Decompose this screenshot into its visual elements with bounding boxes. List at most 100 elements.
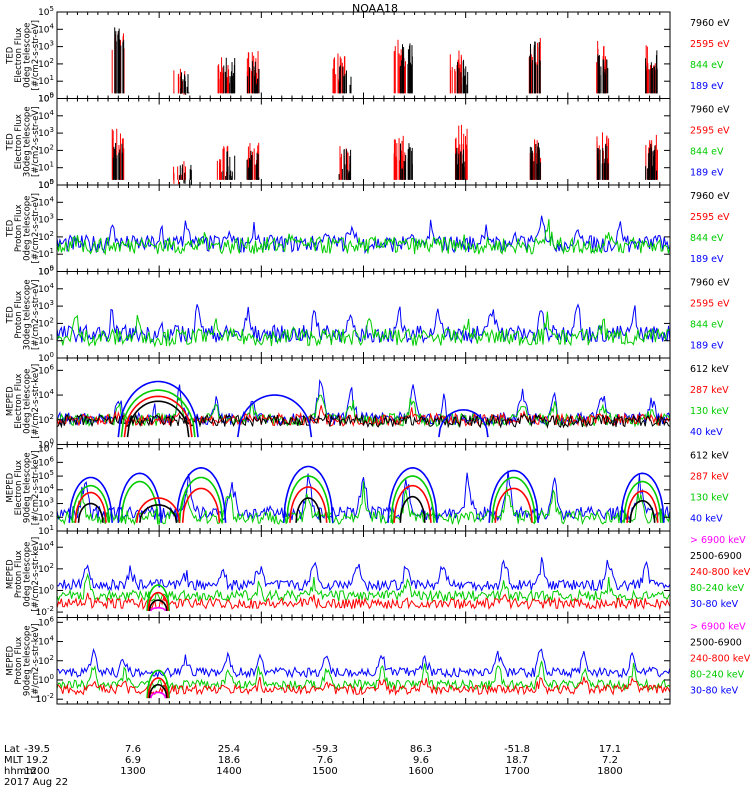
y-axis-label: MEPED bbox=[6, 645, 16, 675]
y-tick-label: 105 bbox=[38, 178, 54, 191]
belt-arch bbox=[117, 472, 162, 523]
y-tick-label: 100 bbox=[38, 178, 54, 191]
belt-arch bbox=[71, 484, 110, 523]
y-axis-label: 0deg telescope bbox=[23, 369, 33, 434]
series-line bbox=[57, 470, 670, 522]
y-tick-label: 100 bbox=[38, 673, 54, 686]
y-axis-label: 0deg telescope bbox=[23, 23, 33, 88]
belt-arch bbox=[146, 669, 170, 699]
series-line bbox=[57, 676, 670, 696]
y-tick-label: 101 bbox=[38, 247, 54, 260]
y-tick-label: 102 bbox=[38, 143, 54, 156]
belt-arch bbox=[74, 491, 107, 523]
y-tick-label: 104 bbox=[38, 483, 54, 496]
belt-arch bbox=[286, 475, 331, 523]
y-tick-label: 100 bbox=[38, 438, 54, 451]
y-axis-label: 30deg telescope bbox=[23, 106, 33, 177]
y-axis-label: [#/cm2-s-str-eV] bbox=[31, 20, 41, 90]
y-axis-label: Proton Flux bbox=[14, 204, 24, 252]
y-axis-label: 0deg telescope bbox=[23, 196, 33, 261]
hhmm-value: 1200 bbox=[24, 766, 50, 777]
y-axis-label: 30deg telescope bbox=[23, 279, 33, 350]
mlt-value: 7.6 bbox=[317, 755, 333, 766]
legend-entry: 2595 eV bbox=[690, 126, 730, 137]
y-tick-label: 105 bbox=[38, 5, 54, 18]
y-tick-label: 106 bbox=[38, 615, 54, 628]
lat-value: 86.3 bbox=[409, 744, 433, 755]
y-tick-label: 101 bbox=[38, 74, 54, 87]
series-line bbox=[57, 557, 670, 593]
y-tick-label: 102 bbox=[38, 230, 54, 243]
y-axis-label: MEPED bbox=[6, 472, 16, 502]
time-axis-footer: Lat -39.5 7.6 25.4 -59.3 86.3 -51.8 17.1… bbox=[4, 744, 750, 800]
legend-entry: 130 keV bbox=[690, 406, 729, 417]
belt-arch bbox=[178, 476, 224, 523]
y-tick-label: 104 bbox=[38, 388, 54, 401]
series-line bbox=[57, 215, 670, 255]
panel-data bbox=[57, 303, 670, 348]
belt-arch bbox=[626, 490, 659, 523]
belt-arch bbox=[488, 469, 539, 523]
y-tick-label: 100 bbox=[38, 92, 54, 105]
footer-label-mlt: MLT bbox=[4, 755, 23, 766]
belt-arch bbox=[494, 487, 533, 523]
y-axis-label: MEPED bbox=[6, 559, 16, 589]
belt-arch bbox=[181, 487, 221, 523]
mlt-value: 6.9 bbox=[125, 755, 141, 766]
legend-entry: 130 keV bbox=[690, 493, 729, 504]
footer-label-hhmm: hhmm bbox=[4, 766, 37, 777]
belt-arch bbox=[387, 466, 438, 523]
legend-entry: > 6900 keV bbox=[690, 535, 746, 546]
legend-entry: 2595 eV bbox=[690, 39, 730, 50]
y-tick-label: 101 bbox=[38, 161, 54, 174]
hhmm-value: 1300 bbox=[120, 766, 146, 777]
legend-entry: 844 eV bbox=[690, 320, 724, 331]
y-tick-label: 101 bbox=[38, 334, 54, 347]
belt-arch bbox=[147, 677, 169, 699]
legend-entry: 40 keV bbox=[690, 427, 723, 438]
y-tick-label: 104 bbox=[38, 282, 54, 295]
y-tick-label: 103 bbox=[38, 213, 54, 226]
series-line bbox=[57, 572, 670, 604]
hhmm-value: 1400 bbox=[216, 766, 242, 777]
y-axis-label: TED bbox=[6, 219, 16, 238]
legend-entry: 2500-6900 bbox=[690, 551, 742, 562]
footer-label-lat: Lat bbox=[4, 744, 20, 755]
y-tick-label: 104 bbox=[38, 635, 54, 648]
belt-arch bbox=[620, 472, 665, 523]
belt-arch bbox=[135, 497, 181, 523]
lat-value: -39.5 bbox=[24, 744, 50, 755]
legend-entry: 844 eV bbox=[690, 60, 724, 71]
panel-frame bbox=[56, 357, 671, 445]
y-axis-label: [#/cm2-s-str-keV] bbox=[31, 623, 41, 698]
y-axis-label: MEPED bbox=[6, 386, 16, 416]
series-line bbox=[57, 303, 670, 345]
legend-entry: 844 eV bbox=[690, 147, 724, 158]
belt-arch bbox=[399, 495, 426, 523]
legend-entry: 189 eV bbox=[690, 341, 724, 352]
mlt-value: 18.7 bbox=[505, 755, 529, 766]
y-tick-label: 105 bbox=[38, 92, 54, 105]
belt-arch bbox=[283, 465, 334, 523]
panel-frame bbox=[56, 184, 671, 272]
y-tick-label: 104 bbox=[38, 540, 54, 553]
legend-entry: 40 keV bbox=[690, 514, 723, 525]
belt-arch bbox=[393, 484, 432, 523]
y-tick-label: 106 bbox=[38, 363, 54, 376]
series-line bbox=[57, 413, 670, 430]
mlt-value: 9.6 bbox=[413, 755, 429, 766]
y-tick-label: 105 bbox=[38, 265, 54, 278]
y-axis-label: [#/cm2-s-str-eV] bbox=[31, 280, 41, 350]
panel-frame bbox=[56, 11, 671, 99]
lat-value: 17.1 bbox=[598, 744, 622, 755]
belt-arch bbox=[68, 476, 113, 523]
y-tick-label: 100 bbox=[38, 583, 54, 596]
y-tick-label: 104 bbox=[38, 22, 54, 35]
belt-arch bbox=[123, 395, 193, 438]
belt-arch bbox=[120, 389, 196, 438]
